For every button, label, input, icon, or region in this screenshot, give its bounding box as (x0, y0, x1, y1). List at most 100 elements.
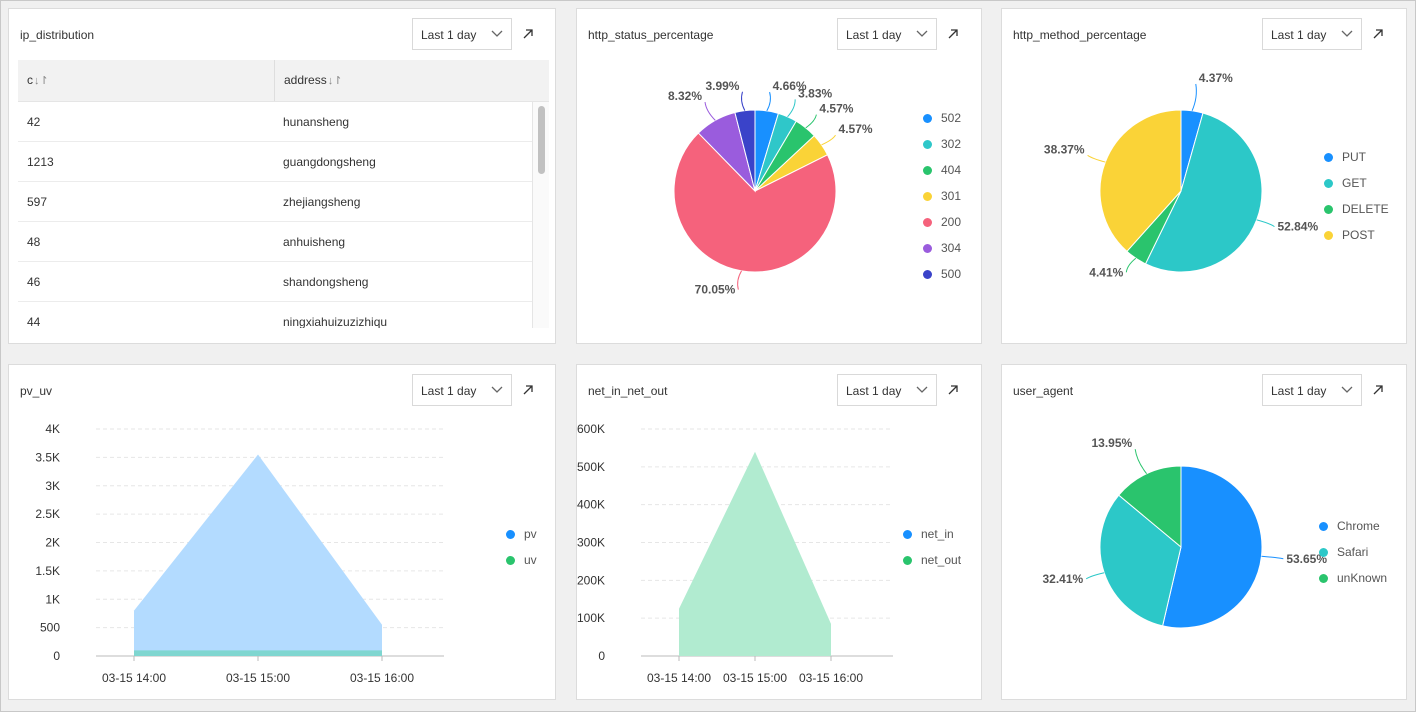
legend-label: 502 (941, 111, 962, 125)
pie-label-line (1125, 257, 1137, 273)
expand-arrow-icon[interactable] (521, 383, 535, 397)
table-row[interactable]: 44 ningxiahuizuzizhiqu (18, 302, 532, 328)
time-range-select[interactable]: Last 1 day (1262, 18, 1362, 50)
panel-title: http_status_percentage (588, 28, 714, 42)
legend-item[interactable]: 404 (923, 157, 961, 183)
time-range-value: Last 1 day (846, 384, 902, 398)
column-header-c[interactable]: c↓↾ (18, 60, 275, 101)
legend-dot (1324, 152, 1333, 162)
series-area-uv[interactable] (134, 650, 382, 656)
legend-item[interactable]: unKnown (1319, 565, 1387, 591)
cell-address: zhejiangsheng (283, 195, 361, 209)
legend-label: 200 (941, 215, 962, 229)
legend-label: DELETE (1342, 202, 1389, 216)
pie-value-label: 70.05% (695, 283, 736, 297)
time-range-select[interactable]: Last 1 day (412, 374, 512, 406)
legend-item[interactable]: 301 (923, 183, 961, 209)
method-pie-chart: 4.37% 52.84% 4.41% 38.37% (1044, 71, 1319, 279)
table-row[interactable]: 42 hunansheng (18, 102, 532, 142)
scrollbar-thumb[interactable] (538, 106, 545, 174)
user-agent-legend: Chrome Safari unKnown (1319, 513, 1387, 591)
panel-title: ip_distribution (20, 28, 95, 42)
legend-label: POST (1342, 228, 1375, 242)
table-row[interactable]: 46 shandongsheng (18, 262, 532, 302)
column-header-address[interactable]: address↓↾ (284, 73, 343, 87)
series-area-pv[interactable] (134, 454, 382, 656)
time-range-select[interactable]: Last 1 day (1262, 374, 1362, 406)
legend-item[interactable]: POST (1324, 222, 1389, 248)
legend-item[interactable]: 200 (923, 209, 961, 235)
legend-item[interactable]: PUT (1324, 144, 1389, 170)
expand-arrow-icon[interactable] (946, 27, 960, 41)
sort-icon[interactable]: ↓↾ (34, 75, 49, 87)
legend-dot (923, 217, 932, 227)
legend-item[interactable]: pv (506, 521, 537, 547)
time-range-value: Last 1 day (846, 28, 902, 42)
net-area-chart: 0 100K 200K 300K 400K 500K 600K 03-15 14:00 03-1… (577, 422, 893, 685)
y-tick-label: 300K (577, 536, 605, 550)
pie-slice[interactable] (1099, 109, 1182, 253)
expand-arrow-icon[interactable] (946, 383, 960, 397)
y-tick-label: 4K (45, 422, 60, 436)
y-tick-label: 100K (577, 611, 605, 625)
time-range-select[interactable]: Last 1 day (837, 18, 937, 50)
legend-label: Chrome (1337, 519, 1380, 533)
legend-item[interactable]: uv (506, 547, 537, 573)
legend-dot (1324, 178, 1333, 188)
pie-label-line (1261, 555, 1284, 560)
expand-arrow-icon[interactable] (1371, 27, 1385, 41)
legend-item[interactable]: net_in (903, 521, 961, 547)
y-tick-label: 2.5K (35, 507, 60, 521)
pie-label-line (1256, 219, 1275, 228)
legend-item[interactable]: 302 (923, 131, 961, 157)
y-tick-label: 400K (577, 498, 605, 512)
legend-dot (923, 191, 932, 201)
pie-label-line (805, 114, 817, 129)
legend-item[interactable]: net_out (903, 547, 961, 573)
table-row[interactable]: 1213 guangdongsheng (18, 142, 532, 182)
legend-dot (506, 555, 515, 565)
chevron-down-icon (916, 30, 928, 37)
time-range-select[interactable]: Last 1 day (837, 374, 937, 406)
x-tick-label: 03-15 15:00 (723, 671, 787, 685)
pie-slice[interactable] (734, 109, 756, 192)
legend-item[interactable]: DELETE (1324, 196, 1389, 222)
table-scrollbar[interactable] (532, 102, 549, 328)
pie-value-label: 3.99% (705, 79, 739, 93)
pie-value-label: 4.41% (1089, 265, 1123, 279)
legend-label: unKnown (1337, 571, 1388, 585)
expand-arrow-icon[interactable] (521, 27, 535, 41)
pie-value-label: 53.65% (1286, 552, 1327, 566)
expand-arrow-icon[interactable] (1371, 383, 1385, 397)
legend-item[interactable]: Chrome (1319, 513, 1387, 539)
y-tick-label: 3K (45, 479, 60, 493)
pie-slice[interactable] (1162, 465, 1263, 629)
time-range-value: Last 1 day (1271, 384, 1327, 398)
time-range-select[interactable]: Last 1 day (412, 18, 512, 50)
pie-label-line (1085, 572, 1105, 580)
legend-item[interactable]: Safari (1319, 539, 1387, 565)
ip-distribution-panel: ip_distribution Last 1 day c↓↾ address↓↾… (8, 8, 556, 344)
pie-label-line (821, 134, 836, 146)
legend-item[interactable]: 304 (923, 235, 961, 261)
table-row[interactable]: 597 zhejiangsheng (18, 182, 532, 222)
cell-c: 48 (27, 235, 41, 249)
legend-item[interactable]: GET (1324, 170, 1389, 196)
sort-icon[interactable]: ↓↾ (327, 75, 343, 87)
legend-label: uv (524, 553, 537, 567)
y-tick-label: 0 (53, 649, 60, 663)
pie-value-label: 4.57% (819, 102, 853, 116)
y-tick-label: 2K (45, 536, 60, 550)
legend-label: GET (1342, 176, 1367, 190)
legend-item[interactable]: 500 (923, 261, 961, 287)
legend-item[interactable]: 502 (923, 105, 961, 131)
legend-label: 500 (941, 267, 962, 281)
cell-address: hunansheng (283, 115, 350, 129)
table-body: 42 hunansheng 1213 guangdongsheng 597 zhejian… (18, 102, 532, 328)
ip-table: c↓↾ address↓↾ 42 hunansheng 1213 guangdongs… (18, 60, 549, 328)
x-tick-label: 03-15 14:00 (102, 671, 166, 685)
series-area-net_out[interactable] (679, 451, 831, 656)
pie-label-line (704, 102, 716, 121)
y-tick-label: 600K (577, 422, 605, 436)
table-row[interactable]: 48 anhuisheng (18, 222, 532, 262)
